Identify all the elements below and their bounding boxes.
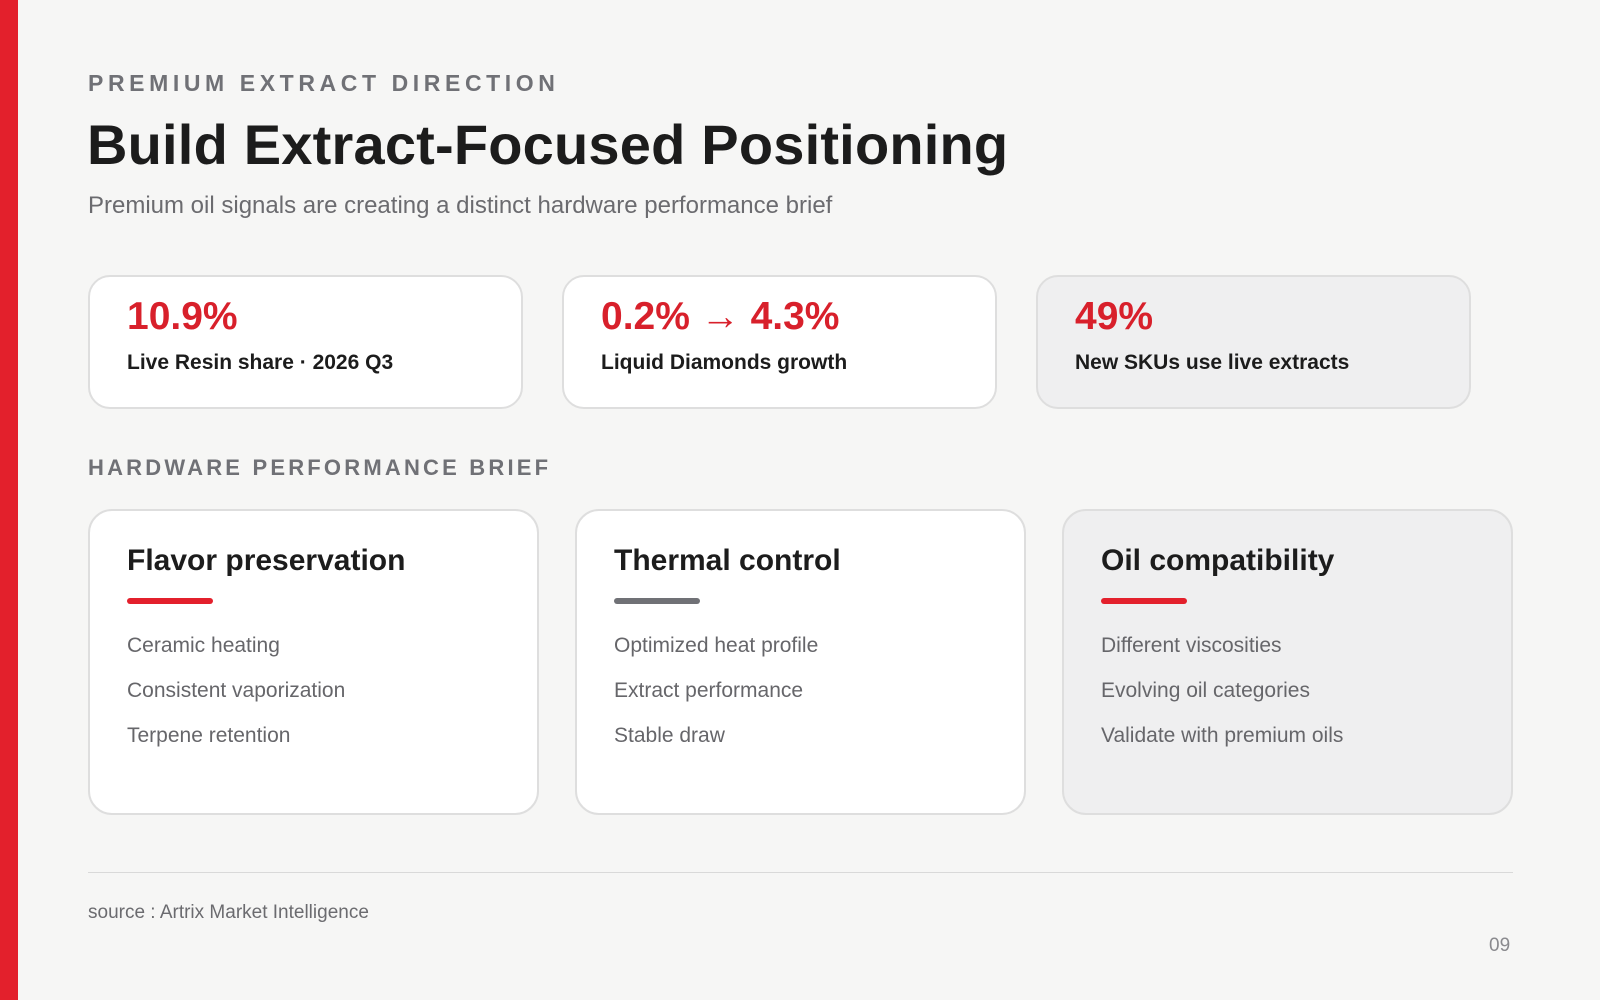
- list-item: Validate with premium oils: [1101, 724, 1344, 747]
- brief-card-list: Optimized heat profile Extract performan…: [614, 634, 818, 769]
- source-note: source : Artrix Market Intelligence: [88, 902, 369, 923]
- footer-divider: [88, 872, 1513, 873]
- page-subtitle: Premium oil signals are creating a disti…: [88, 192, 833, 219]
- brief-card-list: Different viscosities Evolving oil categ…: [1101, 634, 1343, 769]
- brief-card-title: Thermal control: [614, 544, 841, 577]
- brief-card-accent-rule: [1101, 598, 1187, 604]
- brief-card-accent-rule: [127, 598, 213, 604]
- stat-card-live-resin: 10.9% Live Resin share · 2026 Q3: [88, 275, 523, 409]
- list-item: Evolving oil categories: [1101, 679, 1310, 702]
- page-title: Build Extract-Focused Positioning: [87, 113, 1009, 176]
- section-eyebrow: PREMIUM EXTRACT DIRECTION: [88, 70, 560, 96]
- brief-card-oil-compatibility: Oil compatibility Different viscosities …: [1062, 509, 1513, 815]
- list-item: Stable draw: [614, 724, 725, 747]
- brief-card-list: Ceramic heating Consistent vaporization …: [127, 634, 345, 769]
- stat-card-liquid-diamonds: 0.2% → 4.3% Liquid Diamonds growth: [562, 275, 997, 409]
- list-item: Consistent vaporization: [127, 679, 346, 702]
- stat-label: New SKUs use live extracts: [1075, 351, 1350, 374]
- list-item: Different viscosities: [1101, 634, 1282, 657]
- stat-value: 10.9%: [127, 295, 238, 338]
- brief-card-flavor-preservation: Flavor preservation Ceramic heating Cons…: [88, 509, 539, 815]
- stat-value: 0.2% → 4.3%: [601, 295, 840, 338]
- list-item: Extract performance: [614, 679, 804, 702]
- list-item: Terpene retention: [127, 724, 291, 747]
- stat-label: Liquid Diamonds growth: [601, 351, 848, 374]
- brief-card-thermal-control: Thermal control Optimized heat profile E…: [575, 509, 1026, 815]
- brief-section-label: HARDWARE PERFORMANCE BRIEF: [88, 455, 552, 480]
- stat-card-new-skus: 49% New SKUs use live extracts: [1036, 275, 1471, 409]
- stat-value: 49%: [1075, 295, 1154, 338]
- list-item: Optimized heat profile: [614, 634, 819, 657]
- page-number: 09: [1489, 935, 1511, 956]
- list-item: Ceramic heating: [127, 634, 280, 657]
- stat-label: Live Resin share · 2026 Q3: [127, 351, 394, 374]
- brief-card-title: Oil compatibility: [1101, 544, 1335, 577]
- accent-bar: [0, 0, 18, 1000]
- brief-card-accent-rule: [614, 598, 700, 604]
- brief-card-title: Flavor preservation: [127, 544, 406, 577]
